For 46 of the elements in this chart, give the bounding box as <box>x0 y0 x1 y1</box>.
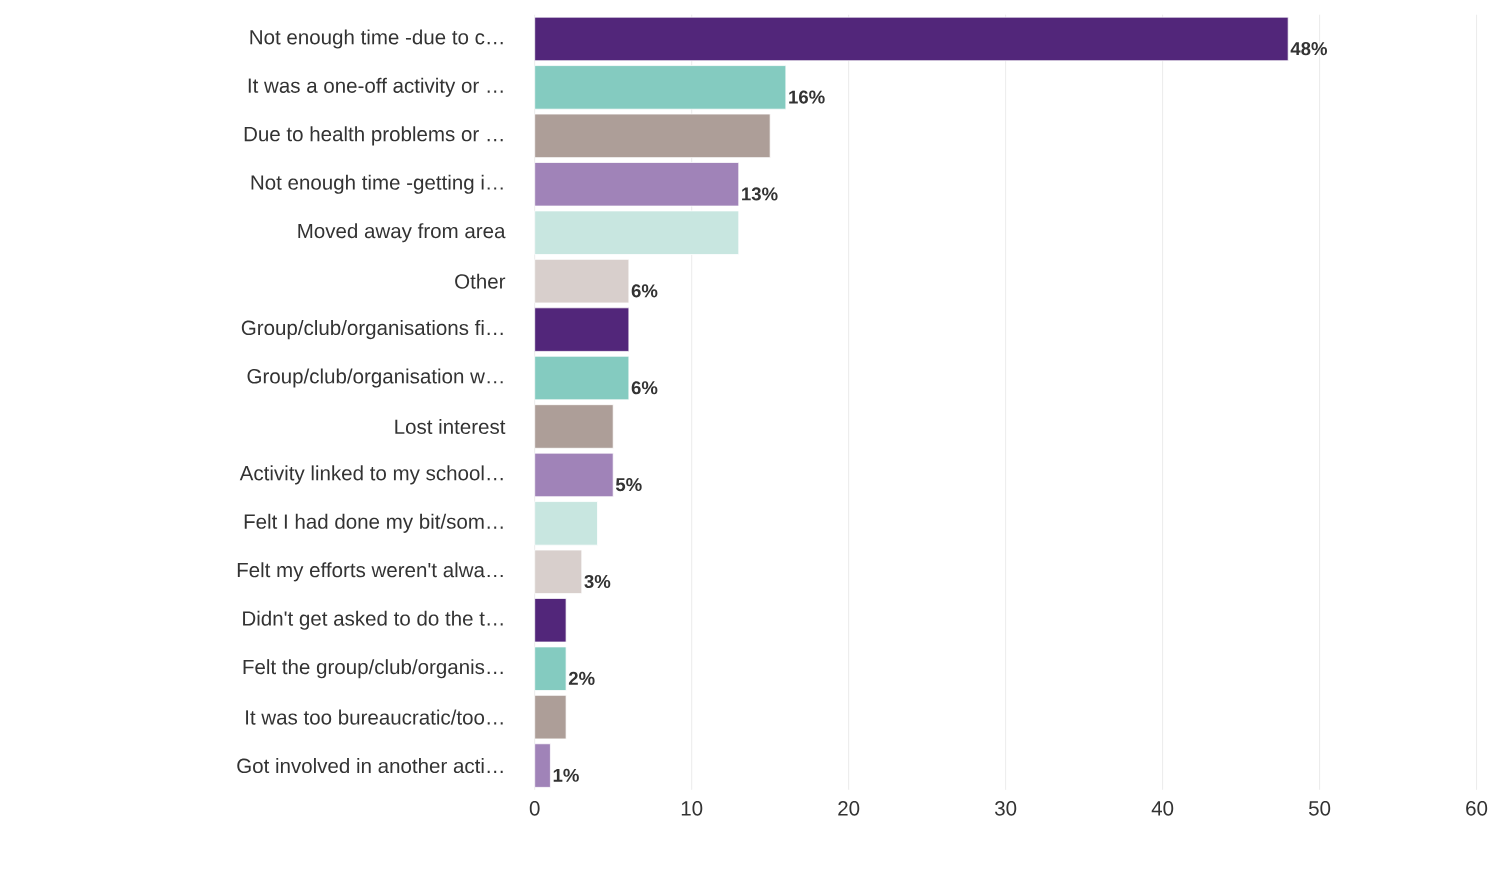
data-label: 13% <box>742 187 778 201</box>
data-label: 3% <box>584 574 611 588</box>
bar <box>534 307 630 352</box>
y-tick-label: Not enough time -getting i… <box>251 174 503 194</box>
bar <box>534 501 598 546</box>
y-tick-label: Not enough time -due to c… <box>250 29 503 49</box>
data-label: 6% <box>631 284 658 298</box>
data-label: 16% <box>789 90 825 104</box>
data-label: 48% <box>1290 41 1328 56</box>
y-tick-label: Group/club/organisation w… <box>247 368 503 388</box>
x-tick-label: 20 <box>838 800 860 816</box>
y-tick-label: It was too bureaucratic/too… <box>246 709 503 725</box>
bar <box>534 743 551 788</box>
y-tick-label: Got involved in another acti… <box>237 757 503 773</box>
bar <box>534 161 740 207</box>
bar <box>534 355 630 401</box>
y-tick-label: Other <box>455 273 506 289</box>
x-tick-label: 30 <box>995 800 1017 816</box>
y-tick-label: Activity linked to my school… <box>239 465 503 485</box>
x-tick-label: 50 <box>1308 800 1331 816</box>
data-label: 6% <box>631 381 658 395</box>
data-label: 5% <box>615 477 642 492</box>
bar <box>534 452 614 497</box>
y-tick-label: Moved away from area <box>298 223 506 243</box>
y-tick-label: Didn't get asked to do the t… <box>243 610 503 630</box>
bar <box>534 65 787 110</box>
bar <box>534 694 567 740</box>
y-tick-label: Felt the group/club/organis… <box>243 659 503 679</box>
bar <box>534 113 771 158</box>
x-tick-label: 0 <box>529 800 540 816</box>
y-tick-label: Felt my efforts weren't alwa… <box>237 562 503 582</box>
bar <box>534 16 1289 62</box>
y-tick-label: Felt I had done my bit/som… <box>244 513 503 533</box>
bar <box>534 646 567 691</box>
data-label: 2% <box>568 671 595 685</box>
x-tick-label: 60 <box>1466 800 1488 816</box>
bar <box>534 404 614 449</box>
y-tick-label: It was a one-off activity or … <box>248 77 503 97</box>
y-tick-label: Due to health problems or … <box>244 126 503 146</box>
x-tick-label: 40 <box>1151 800 1174 816</box>
y-tick-label: Group/club/organisations fi… <box>241 319 503 340</box>
bar <box>534 210 740 255</box>
bar <box>534 597 567 643</box>
data-label: 1% <box>553 768 579 782</box>
y-tick-label: Lost interest <box>395 418 506 434</box>
x-tick-label: 10 <box>681 800 703 816</box>
